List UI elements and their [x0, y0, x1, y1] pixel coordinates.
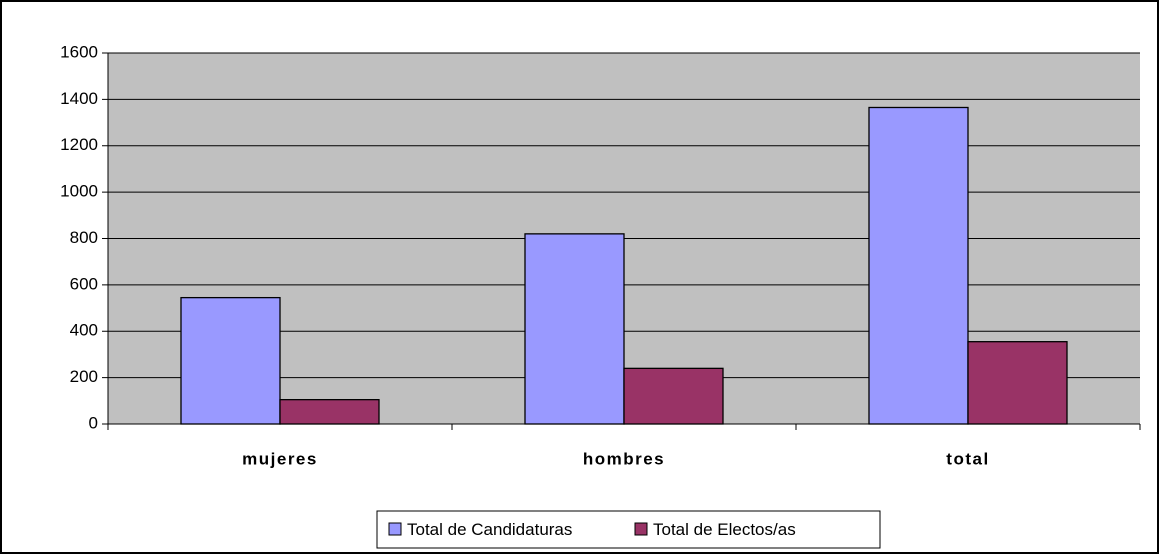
y-tick-label: 1200: [60, 135, 98, 154]
legend-label: Total de Electos/as: [653, 520, 796, 539]
bar: [279, 399, 380, 425]
bar: [967, 341, 1068, 425]
legend-swatch: [388, 522, 402, 536]
bar: [868, 106, 969, 425]
x-tick-label: total: [946, 449, 989, 468]
x-tick-label: mujeres: [242, 449, 318, 468]
y-tick-label: 200: [70, 367, 98, 386]
legend-swatch: [634, 522, 648, 536]
y-tick-label: 800: [70, 228, 98, 247]
x-tick-label: hombres: [583, 449, 665, 468]
y-tick-label: 600: [70, 274, 98, 293]
y-tick-label: 400: [70, 321, 98, 340]
y-tick-label: 1400: [60, 89, 98, 108]
legend-box: [376, 510, 881, 549]
bar: [623, 367, 724, 425]
bar: [180, 296, 281, 425]
y-tick-label: 0: [89, 413, 98, 432]
y-tick-label: 1000: [60, 182, 98, 201]
legend-label: Total de Candidaturas: [407, 520, 572, 539]
y-tick-label: 1600: [60, 42, 98, 61]
bar: [524, 233, 625, 425]
